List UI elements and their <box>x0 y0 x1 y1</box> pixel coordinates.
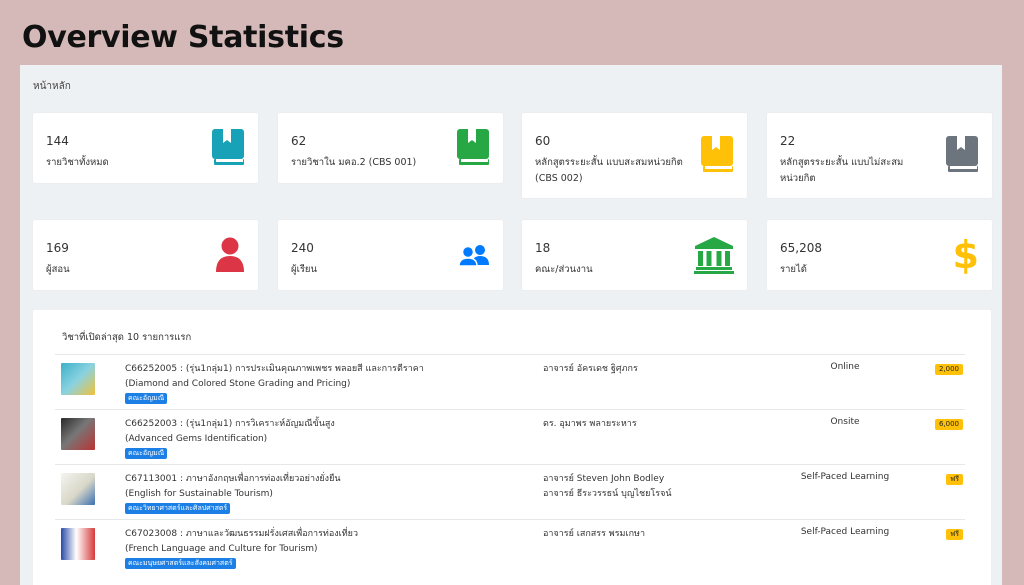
course-thumbnail[interactable] <box>61 363 95 395</box>
dollar-icon: $ <box>952 233 979 277</box>
recent-courses-title: วิชาที่เปิดล่าสุด 10 รายการแรก <box>62 332 192 343</box>
course-thumbnail[interactable] <box>61 528 95 560</box>
faculty-badge: คณะอัญมณี <box>125 448 168 459</box>
price-badge: 2,000 <box>934 364 963 375</box>
recent-courses-panel: วิชาที่เปิดล่าสุด 10 รายการแรก C66252005… <box>33 310 991 585</box>
stat-value: 62 <box>291 134 307 148</box>
price-badge: 6,000 <box>934 419 963 430</box>
course-mode: Self-Paced Learning <box>800 527 890 537</box>
stat-value: 144 <box>46 134 69 148</box>
faculty-badge: คณะอัญมณี <box>125 393 168 404</box>
course-english-title: (French Language and Culture for Tourism… <box>125 544 318 554</box>
table-row[interactable]: C66252005 : (รุ่น1กลุ่ม1) การประเมินคุณภ… <box>55 354 965 409</box>
stat-value: 240 <box>291 241 314 255</box>
page-title: Overview Statistics <box>22 20 344 55</box>
stat-card-cbs001[interactable]: 62 รายวิชาใน มคอ.2 (CBS 001) <box>278 113 503 183</box>
course-mode: Onsite <box>830 417 860 427</box>
book-icon <box>212 129 244 165</box>
stat-card-learners[interactable]: 240 ผู้เรียน <box>278 220 503 290</box>
breadcrumb[interactable]: หน้าหลัก <box>33 81 71 92</box>
course-code-title[interactable]: C67113001 : ภาษาอังกฤษเพื่อการท่องเที่ยว… <box>125 474 341 484</box>
stat-value: 65,208 <box>780 241 822 255</box>
dashboard-panel: หน้าหลัก 144 รายวิชาทั้งหมด 62 รายวิชาใน… <box>20 65 1002 585</box>
stat-label: รายวิชาทั้งหมด <box>46 157 109 168</box>
table-row[interactable]: C67023008 : ภาษาและวัฒนธรรมฝรั่งเศสเพื่อ… <box>55 519 965 574</box>
course-mode: Self-Paced Learning <box>800 472 890 482</box>
stat-label: ผู้สอน <box>46 264 70 275</box>
stat-card-faculties[interactable]: 18 คณะ/ส่วนงาน <box>522 220 747 290</box>
instructor-name: อาจารย์ อัครเดช ฐิศุภกร <box>543 364 638 374</box>
stat-label: หลักสูตรระยะสั้น แบบสะสมหน่วยกิต (CBS 00… <box>535 157 683 184</box>
price-badge: ฟรี <box>946 529 963 540</box>
stat-card-short-noncredit[interactable]: 22 หลักสูตรระยะสั้น แบบไม่สะสมหน่วยกิต <box>767 113 992 198</box>
price-badge: ฟรี <box>946 474 963 485</box>
stat-label: รายได้ <box>780 264 807 275</box>
instructor-name: อาจารย์ ธีระวรรธน์ บุญไชยโรจน์ <box>543 489 672 499</box>
stat-value: 18 <box>535 241 551 255</box>
stat-label: รายวิชาใน มคอ.2 (CBS 001) <box>291 157 417 168</box>
stat-card-revenue[interactable]: 65,208 รายได้ $ <box>767 220 992 290</box>
instructor-name: ดร. อุมาพร พลายระหาร <box>543 419 637 429</box>
course-code-title[interactable]: C67023008 : ภาษาและวัฒนธรรมฝรั่งเศสเพื่อ… <box>125 529 359 539</box>
course-mode: Online <box>830 362 860 372</box>
instructor-name: อาจารย์ Steven John Bodley <box>543 474 665 484</box>
stat-value: 60 <box>535 134 551 148</box>
faculty-badge: คณะมนุษยศาสตร์และสังคมศาสตร์ <box>125 558 236 569</box>
course-english-title: (Diamond and Colored Stone Grading and P… <box>125 379 351 389</box>
user-icon <box>216 237 244 272</box>
book-icon <box>946 136 978 172</box>
course-thumbnail[interactable] <box>61 418 95 450</box>
table-row[interactable]: C66252003 : (รุ่น1กลุ่ม1) การวิเคราะห์อั… <box>55 409 965 464</box>
table-row[interactable]: C67113001 : ภาษาอังกฤษเพื่อการท่องเที่ยว… <box>55 464 965 519</box>
instructor-name: อาจารย์ เสกสรร พรมเกษา <box>543 529 646 539</box>
course-english-title: (Advanced Gems Identification) <box>125 434 268 444</box>
course-code-title[interactable]: C66252003 : (รุ่น1กลุ่ม1) การวิเคราะห์อั… <box>125 419 335 429</box>
institution-icon <box>694 237 734 274</box>
course-code-title[interactable]: C66252005 : (รุ่น1กลุ่ม1) การประเมินคุณภ… <box>125 364 424 374</box>
book-icon <box>457 129 489 165</box>
stat-value: 22 <box>780 134 796 148</box>
stat-card-instructors[interactable]: 169 ผู้สอน <box>33 220 258 290</box>
users-icon <box>458 245 489 266</box>
stat-value: 169 <box>46 241 69 255</box>
faculty-badge: คณะวิทยาศาสตร์และศิลปศาสตร์ <box>125 503 231 514</box>
stat-label: หลักสูตรระยะสั้น แบบไม่สะสมหน่วยกิต <box>780 157 904 184</box>
stat-label: คณะ/ส่วนงาน <box>535 264 593 275</box>
course-thumbnail[interactable] <box>61 473 95 505</box>
stat-label: ผู้เรียน <box>291 264 317 275</box>
book-icon <box>701 136 733 172</box>
stat-card-cbs002[interactable]: 60 หลักสูตรระยะสั้น แบบสะสมหน่วยกิต (CBS… <box>522 113 747 198</box>
course-english-title: (English for Sustainable Tourism) <box>125 489 273 499</box>
stat-card-all-courses[interactable]: 144 รายวิชาทั้งหมด <box>33 113 258 183</box>
